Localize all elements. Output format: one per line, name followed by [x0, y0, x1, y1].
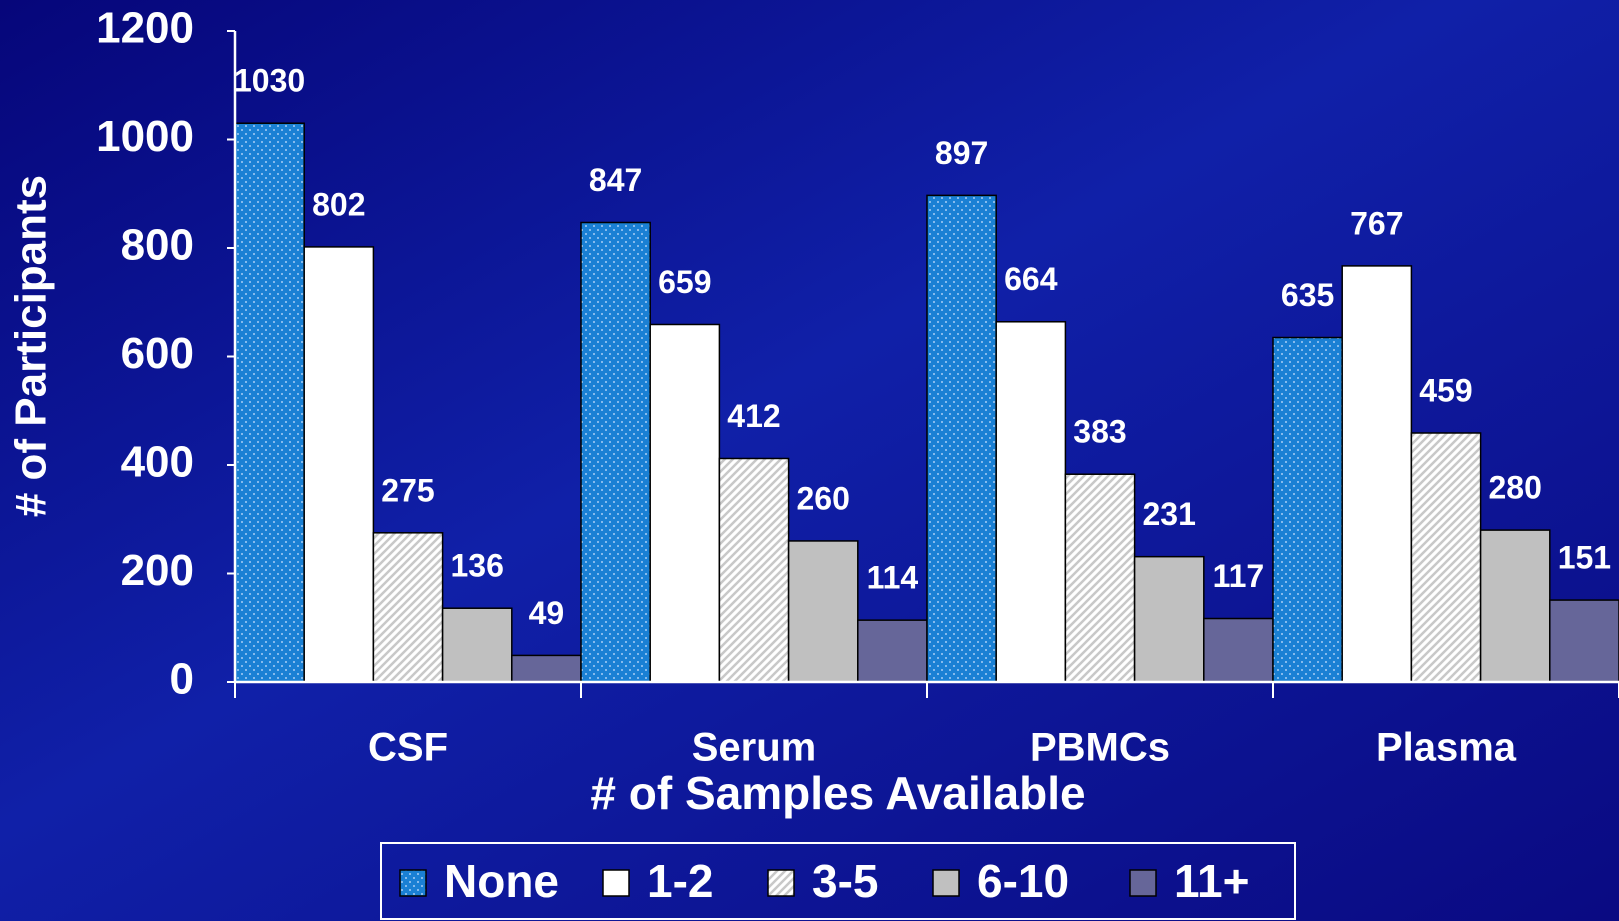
bar: [1272, 336, 1343, 683]
bar: [1203, 617, 1274, 683]
legend-label: 6-10: [977, 855, 1069, 907]
data-label: 847: [589, 162, 642, 198]
data-label: 117: [1213, 558, 1265, 594]
bar: [1410, 432, 1482, 683]
x-tick-label: PBMCs: [1030, 726, 1170, 770]
legend-label: None: [444, 855, 559, 907]
x-tick-label: CSF: [368, 726, 448, 770]
data-label: 767: [1350, 205, 1403, 241]
data-label: 459: [1419, 372, 1472, 408]
bar: [1549, 599, 1619, 683]
bar: [372, 532, 444, 683]
bar: [718, 457, 790, 683]
x-tick-label: Plasma: [1376, 726, 1517, 770]
legend-swatch: [602, 869, 630, 897]
y-tick-label: 800: [121, 221, 194, 270]
bar: [580, 221, 651, 683]
y-tick-label: 1000: [96, 112, 194, 161]
data-label: 1030: [234, 63, 305, 99]
bar: [1341, 265, 1413, 683]
data-label: 114: [867, 560, 919, 596]
data-label: 664: [1004, 261, 1058, 297]
bar: [995, 321, 1067, 683]
data-label: 897: [935, 135, 988, 171]
bar: [303, 246, 375, 683]
bar: [441, 607, 513, 683]
data-label: 802: [312, 186, 365, 222]
y-tick-label: 1200: [96, 4, 194, 53]
bar: [787, 540, 859, 683]
y-tick-label: 200: [121, 546, 194, 595]
bar: [511, 654, 582, 683]
y-axis-title: # of Participants: [7, 175, 56, 517]
data-label: 280: [1489, 470, 1542, 506]
data-label: 412: [727, 398, 780, 434]
data-label: 260: [797, 480, 850, 516]
legend-swatch: [932, 869, 960, 897]
legend-box: [380, 842, 1296, 920]
bar: [1064, 473, 1136, 683]
bar: [1133, 555, 1205, 683]
x-axis-title: # of Samples Available: [590, 767, 1085, 819]
bar: [649, 323, 721, 683]
data-label: 635: [1281, 277, 1334, 313]
data-label: 136: [451, 548, 504, 584]
legend-label: 1-2: [647, 855, 713, 907]
legend-swatch: [1129, 869, 1157, 897]
x-tick-label: Serum: [692, 726, 817, 770]
data-label: 231: [1143, 496, 1196, 532]
bar: [234, 122, 305, 683]
bar: [1479, 529, 1551, 683]
legend-label: 11+: [1174, 855, 1250, 907]
data-label: 151: [1558, 540, 1611, 576]
bar: [926, 194, 997, 683]
y-tick-label: 400: [121, 438, 194, 487]
bar: [857, 619, 928, 683]
y-tick-label: 600: [121, 329, 194, 378]
legend-label: 3-5: [812, 855, 878, 907]
data-label: 275: [381, 472, 434, 508]
y-tick-label: 0: [170, 655, 194, 704]
legend-swatch: [399, 869, 427, 897]
legend-swatch: [767, 869, 795, 897]
data-label: 49: [529, 595, 565, 631]
data-label: 659: [658, 264, 711, 300]
data-label: 383: [1073, 414, 1126, 450]
